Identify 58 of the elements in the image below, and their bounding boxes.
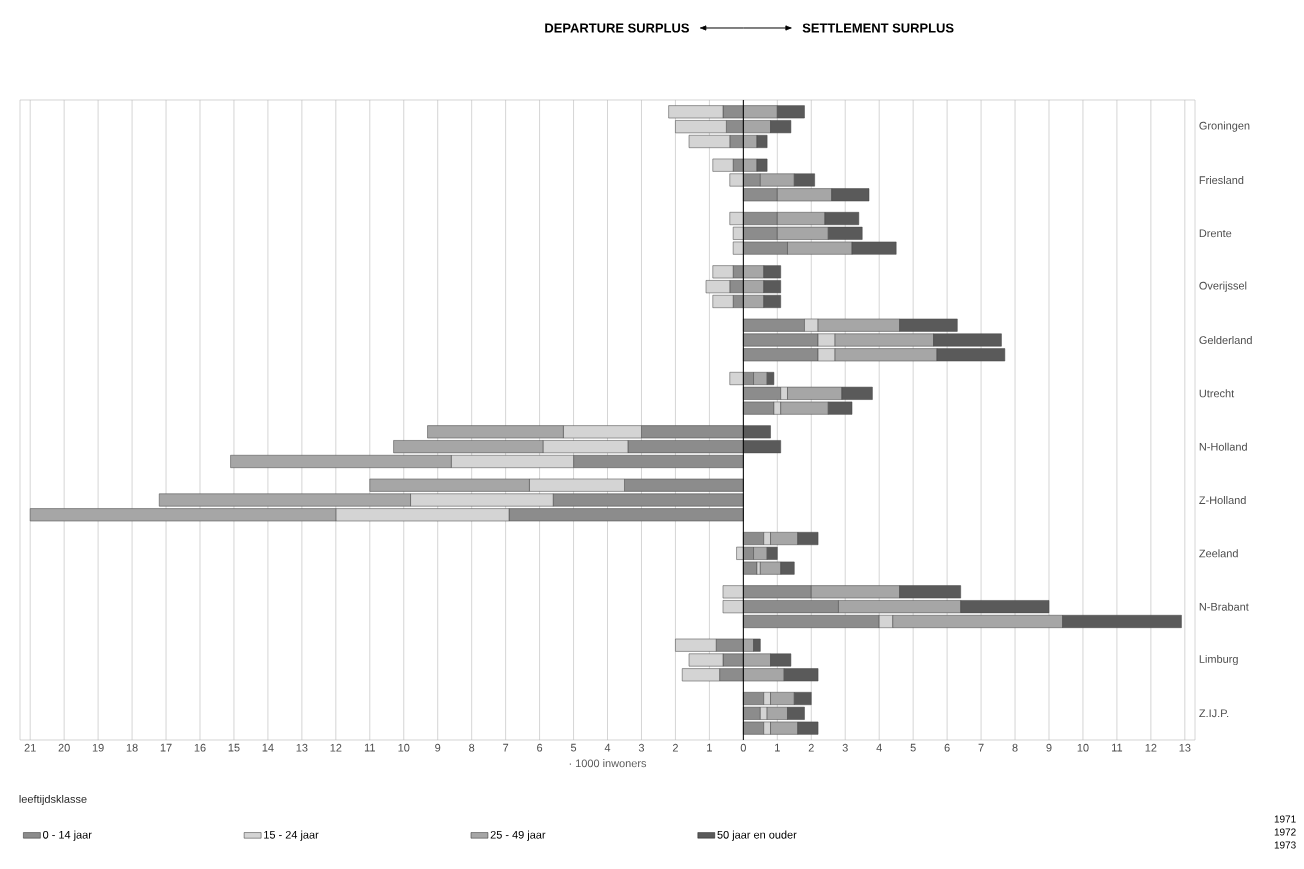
- x-tick-label: 0: [740, 743, 746, 752]
- x-tick-label: 17: [160, 743, 172, 752]
- y-tick-label: Drente: [1199, 229, 1232, 238]
- x-tick-label: 16: [194, 743, 206, 752]
- x-tick-label: 5: [910, 743, 916, 752]
- x-tick-label: 11: [364, 743, 375, 752]
- x-tick-label: 12: [330, 743, 342, 752]
- legend-label: 25 - 49 jaar: [490, 830, 546, 841]
- y-tick-label: Z.IJ.P.: [1199, 709, 1229, 718]
- text: 1972: [1274, 828, 1296, 836]
- text: SETTLEMENT SURPLUS: [802, 23, 954, 33]
- x-tick-label: 7: [978, 743, 984, 752]
- x-tick-label: 8: [469, 743, 475, 752]
- x-tick-label: 9: [435, 743, 441, 752]
- x-tick-label: 10: [1077, 743, 1089, 752]
- text: 1973: [1274, 841, 1296, 849]
- x-tick-label: 7: [503, 743, 509, 752]
- x-tick-label: 21: [24, 743, 36, 752]
- y-tick-label: Utrecht: [1199, 389, 1235, 398]
- legend-label: 15 - 24 jaar: [264, 830, 319, 841]
- x-tick-label: 13: [296, 743, 308, 752]
- legend-title: leeftijdsklasse: [19, 794, 87, 806]
- x-tick-label: 20: [58, 743, 70, 752]
- y-tick-label: Gelderland: [1199, 335, 1252, 345]
- x-tick-label: 14: [262, 743, 274, 752]
- legend-label: 50 jaar en ouder: [717, 830, 797, 841]
- y-tick-label: Limburg: [1199, 654, 1238, 666]
- x-tick-label: 11: [1112, 743, 1123, 752]
- x-tick-label: 4: [604, 743, 611, 752]
- text: DEPARTURE SURPLUS: [545, 23, 689, 33]
- x-tick-label: 2: [808, 743, 814, 752]
- legend-label: 0 - 14 jaar: [43, 830, 92, 841]
- y-tick-label: Z-Holland: [1199, 495, 1246, 505]
- y-tick-label: Overijssel: [1199, 281, 1247, 292]
- x-tick-label: 12: [1145, 743, 1157, 752]
- x-tick-label: 3: [638, 743, 645, 752]
- x-tick-label: 3: [842, 743, 848, 752]
- x-tick-label: 15: [228, 743, 240, 752]
- x-tick-label: 1: [775, 743, 780, 752]
- x-tick-label: 13: [1179, 743, 1191, 752]
- text: 1971: [1274, 815, 1296, 823]
- x-tick-label: 4: [876, 743, 882, 752]
- x-axis-title: · 1000 inwoners: [569, 759, 647, 768]
- y-tick-label: Zeeland: [1199, 549, 1238, 558]
- y-tick-label: Groningen: [1199, 121, 1250, 132]
- x-tick-label: 6: [944, 743, 950, 752]
- x-tick-label: 19: [92, 743, 104, 752]
- x-tick-label: 5: [570, 743, 577, 752]
- x-tick-label: 6: [537, 743, 543, 752]
- y-tick-label: N-Brabant: [1199, 602, 1249, 611]
- y-tick-label: Friesland: [1199, 175, 1244, 185]
- x-tick-label: 2: [672, 743, 678, 752]
- x-tick-label: 10: [398, 743, 410, 752]
- x-tick-label: 9: [1046, 743, 1052, 752]
- x-tick-label: 18: [126, 743, 138, 752]
- x-tick-label: 1: [707, 743, 712, 752]
- x-tick-label: 8: [1012, 743, 1018, 752]
- y-tick-label: N-Holland: [1199, 442, 1247, 451]
